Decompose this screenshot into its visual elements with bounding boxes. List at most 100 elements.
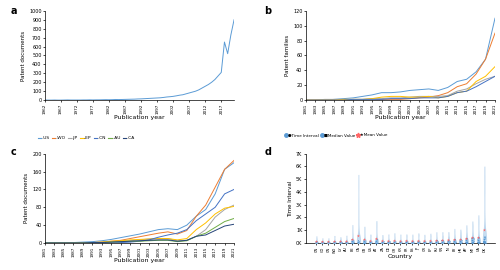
Point <box>391 241 399 245</box>
Point <box>403 240 411 244</box>
Point <box>403 241 411 245</box>
Point <box>331 240 339 244</box>
Point <box>463 240 471 244</box>
Point <box>475 241 483 245</box>
Point <box>464 239 471 243</box>
Point <box>474 237 482 241</box>
Point <box>343 240 351 244</box>
Point <box>474 238 482 243</box>
Point <box>378 240 386 245</box>
Point <box>318 241 326 245</box>
Point <box>396 239 404 244</box>
Point <box>312 241 320 245</box>
Point <box>336 239 344 244</box>
Point <box>391 241 399 245</box>
Point <box>312 241 320 245</box>
Point <box>402 240 409 245</box>
Point <box>450 238 458 242</box>
Point <box>318 240 326 245</box>
AU <box>98 241 104 244</box>
GB <box>332 99 338 102</box>
Point <box>480 239 488 243</box>
Point <box>463 239 471 243</box>
Point <box>450 241 458 245</box>
Point <box>468 241 476 245</box>
Point <box>432 241 440 245</box>
Point <box>462 237 470 242</box>
Point <box>372 241 380 245</box>
Point <box>404 239 411 244</box>
Point <box>420 240 428 245</box>
Point <box>450 240 458 245</box>
Point <box>374 240 382 245</box>
Point <box>475 239 483 244</box>
Point <box>361 240 369 244</box>
Point <box>361 240 369 244</box>
Point <box>384 241 392 245</box>
WO <box>231 159 237 162</box>
Point <box>372 238 380 243</box>
US <box>70 241 76 244</box>
Point <box>366 239 374 243</box>
Point <box>362 240 370 245</box>
Point <box>390 241 398 245</box>
Point <box>444 241 452 245</box>
Point <box>366 240 374 245</box>
Point <box>404 239 411 244</box>
Point <box>385 241 393 245</box>
Point <box>481 240 489 244</box>
Point <box>386 239 394 244</box>
Point <box>408 240 416 244</box>
Point <box>390 240 398 245</box>
Point <box>373 238 381 243</box>
Point <box>348 237 356 241</box>
Point <box>386 241 394 245</box>
Point <box>450 240 458 244</box>
Point <box>402 241 410 245</box>
Point <box>343 240 351 245</box>
Point <box>432 240 440 244</box>
Point <box>372 239 380 244</box>
Point <box>420 240 428 244</box>
GB <box>473 80 479 83</box>
CN <box>426 96 432 99</box>
Point <box>391 239 399 244</box>
Point <box>372 240 380 245</box>
Point <box>403 239 411 244</box>
Point <box>331 240 339 244</box>
Point <box>366 240 374 244</box>
Point <box>426 239 434 244</box>
Point <box>354 239 362 244</box>
Point <box>396 240 404 244</box>
Point <box>474 235 482 240</box>
Point <box>440 240 448 245</box>
Point <box>468 239 475 244</box>
AU <box>42 241 48 245</box>
Point <box>468 238 476 243</box>
Point <box>349 241 357 245</box>
Point <box>482 239 490 243</box>
Point <box>330 241 338 245</box>
Point <box>324 240 332 245</box>
Point <box>402 240 410 244</box>
Point <box>414 240 422 245</box>
Point <box>463 237 471 242</box>
Point <box>414 240 422 244</box>
Point <box>474 237 482 241</box>
Point <box>391 239 399 244</box>
Point <box>366 240 374 244</box>
Point <box>325 240 333 244</box>
Point <box>468 237 476 242</box>
Point <box>336 240 344 244</box>
WO <box>61 241 67 245</box>
Point <box>330 240 338 245</box>
Point <box>391 240 399 245</box>
Point <box>355 240 363 244</box>
Point <box>378 240 386 245</box>
Point <box>462 240 470 244</box>
Point <box>426 241 434 245</box>
Point <box>408 240 416 244</box>
Point <box>372 239 380 244</box>
Point <box>422 241 430 245</box>
CN <box>398 98 404 101</box>
